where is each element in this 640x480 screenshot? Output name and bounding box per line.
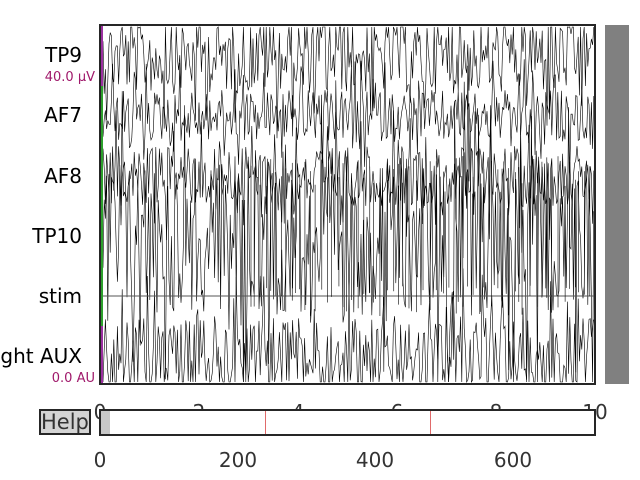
help-button[interactable]: Help: [39, 409, 91, 435]
slider-tick: 200: [218, 448, 258, 472]
slider-thumb[interactable]: [101, 411, 110, 434]
slider-tick: 400: [355, 448, 395, 472]
channel-trace: [102, 110, 594, 241]
scale-label-top: 40.0 µV: [44, 70, 95, 85]
channel-label-stim: stim: [38, 284, 82, 308]
channel-label-af8: AF8: [44, 164, 82, 188]
channel-label-tp9: TP9: [44, 43, 82, 67]
event-marker: [265, 411, 266, 434]
start-bar-purple: [101, 326, 103, 383]
channel-trace: [102, 26, 594, 139]
slider-tick: 0: [93, 448, 107, 472]
channel-label-tp10: TP10: [32, 224, 82, 248]
channel-scrollbar[interactable]: [605, 25, 629, 384]
start-bar-green: [101, 86, 103, 326]
channel-label-right-aux: Right AUX: [0, 344, 82, 368]
signal-traces: [101, 26, 594, 383]
signal-plot[interactable]: [99, 24, 596, 385]
event-marker: [430, 411, 431, 434]
channel-label-af7: AF7: [44, 103, 82, 127]
time-slider[interactable]: [99, 409, 596, 436]
start-bar-purple: [101, 26, 103, 86]
slider-tick: 600: [493, 448, 533, 472]
scale-label-bottom: 0.0 AU: [51, 371, 95, 386]
channel-trace: [102, 65, 594, 383]
channel-trace: [102, 268, 594, 383]
